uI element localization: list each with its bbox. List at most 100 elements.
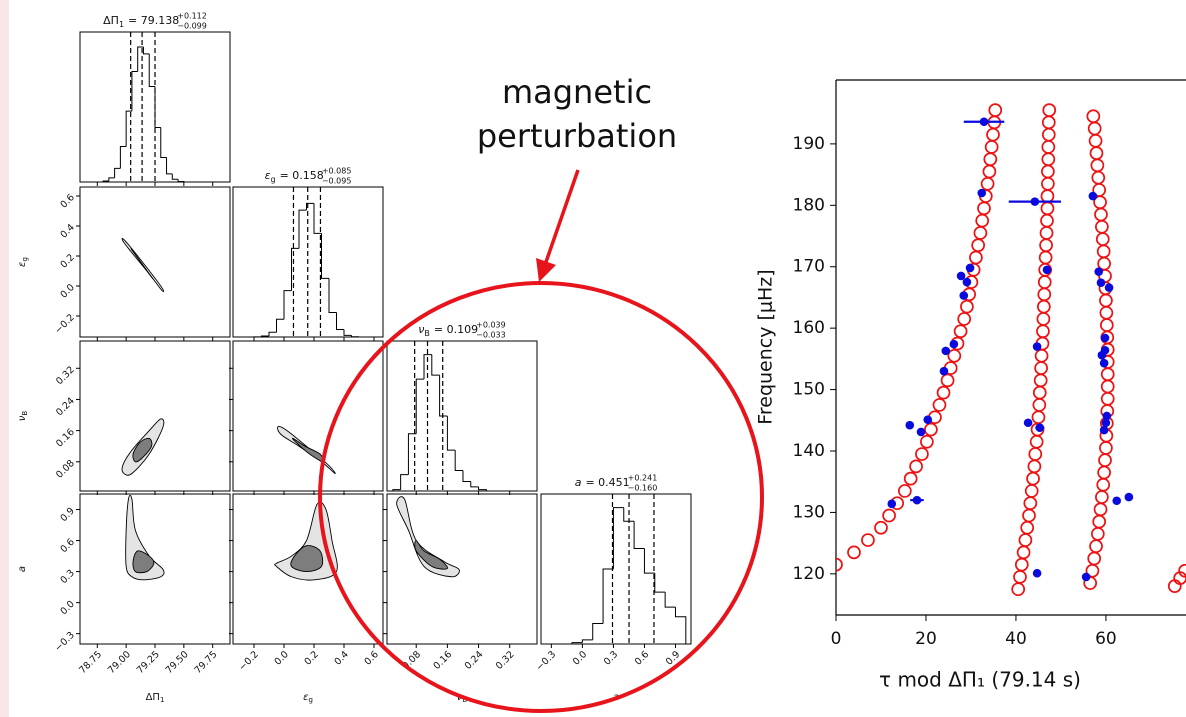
x-axis-label: εg — [303, 692, 313, 704]
annotation-text: magnetic — [502, 73, 652, 111]
observed-mode — [1030, 197, 1040, 206]
y-tick-label: 190 — [793, 134, 825, 154]
histogram-bin — [119, 146, 127, 169]
observed-mode — [1102, 411, 1112, 421]
histogram-bin — [439, 375, 448, 417]
model-mode — [847, 545, 861, 560]
histogram-bin — [462, 470, 471, 482]
title-err-plus: +0.039 — [476, 321, 506, 330]
observed-mode — [1112, 496, 1122, 506]
observed-mode — [1032, 568, 1042, 578]
label-symbol: ν — [17, 415, 28, 421]
histogram-bin — [407, 433, 417, 475]
y-tick-label: 140 — [793, 441, 825, 461]
x-tick-label: 20 — [915, 629, 937, 649]
panel-title: ΔΠ1 = 79.138 — [103, 14, 179, 29]
title-value: = 0.109 — [434, 323, 478, 336]
label-symbol: ε — [17, 261, 28, 267]
title-symbol: ΔΠ — [103, 14, 119, 27]
observed-mode — [1099, 425, 1109, 435]
label-symbol: a — [17, 566, 28, 572]
model-mode — [947, 348, 962, 363]
histogram-bin — [148, 53, 155, 88]
observed-mode — [956, 271, 966, 281]
histogram-bin — [125, 110, 132, 147]
model-mode — [953, 324, 968, 339]
histogram-bin — [177, 179, 185, 182]
model-mode — [920, 434, 934, 449]
title-err-plus: +0.241 — [628, 474, 658, 483]
panel-frame — [386, 340, 538, 492]
observed-mode — [1032, 342, 1042, 351]
model-mode — [909, 459, 923, 474]
histogram-bin — [321, 233, 329, 279]
histogram-bin — [602, 568, 614, 624]
title-value: = 0.451 — [585, 476, 629, 489]
histogram-bin — [160, 127, 167, 158]
histogram-bin — [423, 354, 432, 380]
histogram-bin — [108, 177, 115, 182]
observed-mode — [923, 415, 933, 424]
y-tick-label: 150 — [793, 380, 825, 400]
model-mode — [882, 508, 896, 523]
histogram-bin — [171, 173, 179, 180]
histogram-bin — [478, 486, 487, 491]
observed-mode — [912, 495, 922, 505]
model-mode — [1173, 571, 1186, 585]
histogram-bin — [351, 335, 359, 338]
title-err-minus: −0.160 — [628, 484, 658, 493]
model-mode — [1178, 563, 1186, 578]
label-symbol: ΔΠ — [146, 692, 160, 703]
histogram-bin — [131, 71, 138, 112]
plot-area — [836, 103, 1186, 597]
contour — [291, 437, 325, 463]
histogram-bin — [415, 378, 425, 434]
annotation-text: perturbation — [477, 117, 677, 155]
x-tick-label: 40 — [1005, 629, 1027, 649]
observed-mode — [979, 117, 989, 127]
label-subscript: 1 — [160, 696, 164, 704]
histogram-bin — [612, 507, 624, 569]
observed-mode — [965, 263, 975, 273]
observed-mode — [1104, 283, 1114, 292]
title-err-minus: −0.095 — [322, 177, 352, 186]
y-tick-label: 120 — [793, 564, 825, 584]
observed-mode — [1023, 418, 1033, 428]
histogram-bin — [102, 180, 109, 182]
x-axis-label: ΔΠ1 — [146, 692, 165, 704]
contour — [130, 248, 154, 280]
model-mode — [932, 398, 947, 412]
histogram-bin — [276, 318, 284, 333]
histogram-bin — [470, 481, 479, 488]
panel-frame — [79, 186, 231, 338]
histogram-bin — [623, 507, 635, 522]
histogram-bin — [633, 521, 645, 550]
observed-mode — [1088, 191, 1098, 201]
histogram-bin — [298, 209, 307, 249]
y-tick-label: 130 — [793, 502, 825, 522]
observed-mode — [949, 339, 959, 349]
observed-mode — [941, 346, 951, 356]
histogram-bin — [114, 167, 121, 178]
histogram-bin — [431, 354, 440, 376]
model-mode — [874, 520, 888, 535]
histogram-bin — [291, 247, 299, 291]
observed-mode — [1035, 423, 1045, 432]
histogram-bin — [261, 335, 269, 337]
observed-mode — [887, 499, 897, 509]
model-mode — [861, 533, 875, 547]
label-subscript: g — [308, 696, 312, 704]
annotation-arrow — [544, 169, 580, 263]
edge-strip — [0, 0, 9, 717]
observed-mode — [1081, 572, 1091, 582]
model-mode — [915, 447, 929, 461]
contour — [414, 540, 449, 570]
panel-frame — [540, 493, 692, 645]
title-value: = 0.158 — [280, 169, 324, 182]
observed-mode — [1101, 418, 1111, 428]
model-mode — [1086, 109, 1101, 124]
histogram-bin — [664, 592, 676, 608]
observed-mode — [959, 291, 969, 300]
observed-mode — [1099, 358, 1109, 368]
observed-mode — [962, 277, 972, 287]
